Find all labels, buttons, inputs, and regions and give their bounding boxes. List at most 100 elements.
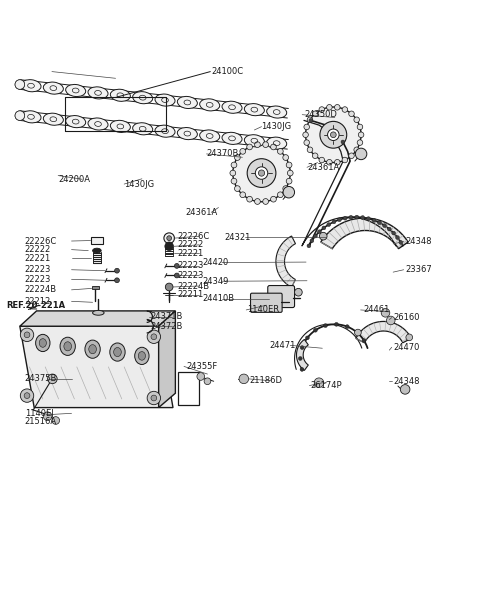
Circle shape <box>52 416 60 424</box>
Circle shape <box>247 144 252 150</box>
Circle shape <box>355 215 359 219</box>
Circle shape <box>15 111 24 120</box>
Circle shape <box>326 159 332 165</box>
Circle shape <box>358 132 364 137</box>
Circle shape <box>239 374 249 384</box>
Ellipse shape <box>222 132 242 145</box>
Circle shape <box>235 155 240 161</box>
Circle shape <box>309 118 313 123</box>
Text: 22222: 22222 <box>178 240 204 249</box>
Polygon shape <box>276 236 296 287</box>
Text: 24371B: 24371B <box>151 312 183 321</box>
Circle shape <box>295 289 302 296</box>
Circle shape <box>147 392 160 405</box>
Text: 24200A: 24200A <box>58 175 90 184</box>
Circle shape <box>277 192 283 198</box>
Circle shape <box>307 117 313 123</box>
Text: 24375B: 24375B <box>24 374 57 383</box>
Text: 24100C: 24100C <box>211 67 243 76</box>
Circle shape <box>355 329 361 336</box>
Ellipse shape <box>135 347 149 365</box>
Circle shape <box>307 147 313 152</box>
Circle shape <box>392 231 396 235</box>
Ellipse shape <box>177 96 197 108</box>
Ellipse shape <box>132 92 153 104</box>
Circle shape <box>354 147 360 152</box>
Circle shape <box>307 244 311 248</box>
Circle shape <box>20 328 34 342</box>
Ellipse shape <box>155 94 175 106</box>
Text: 1430JG: 1430JG <box>124 180 154 189</box>
Ellipse shape <box>244 104 264 115</box>
Ellipse shape <box>60 337 75 355</box>
Circle shape <box>283 155 288 161</box>
Text: 24372B: 24372B <box>151 322 183 331</box>
Ellipse shape <box>21 111 41 123</box>
FancyBboxPatch shape <box>251 293 282 312</box>
Circle shape <box>349 111 354 117</box>
Circle shape <box>387 227 391 231</box>
Circle shape <box>342 107 348 112</box>
Circle shape <box>174 273 179 278</box>
Circle shape <box>406 334 413 341</box>
Ellipse shape <box>110 89 131 101</box>
Circle shape <box>233 145 290 202</box>
Text: 22226C: 22226C <box>178 231 210 241</box>
Text: 22223: 22223 <box>178 261 204 270</box>
Circle shape <box>247 196 252 202</box>
Ellipse shape <box>114 347 121 356</box>
Circle shape <box>383 224 386 227</box>
Text: 24471: 24471 <box>270 341 296 350</box>
Circle shape <box>320 121 347 148</box>
Circle shape <box>24 393 30 399</box>
Text: 22211: 22211 <box>178 290 204 299</box>
Text: 22223: 22223 <box>24 265 51 274</box>
Text: 22221: 22221 <box>178 249 204 258</box>
Circle shape <box>15 111 24 120</box>
Ellipse shape <box>110 343 125 361</box>
Circle shape <box>231 178 237 184</box>
Circle shape <box>378 221 382 225</box>
Text: 24321: 24321 <box>225 233 251 242</box>
Ellipse shape <box>66 84 86 96</box>
Ellipse shape <box>85 340 100 358</box>
Ellipse shape <box>267 137 287 149</box>
Text: 22222: 22222 <box>24 245 51 254</box>
Ellipse shape <box>64 342 72 351</box>
Circle shape <box>381 309 390 317</box>
Circle shape <box>341 140 345 144</box>
Text: 22221: 22221 <box>24 253 51 263</box>
Circle shape <box>277 149 283 154</box>
Ellipse shape <box>110 120 131 133</box>
Circle shape <box>319 107 324 112</box>
Ellipse shape <box>39 339 47 347</box>
Polygon shape <box>20 326 173 408</box>
Circle shape <box>286 178 292 184</box>
Circle shape <box>48 374 57 384</box>
Circle shape <box>306 107 361 162</box>
Ellipse shape <box>132 123 153 135</box>
Circle shape <box>386 316 395 325</box>
Text: 24349: 24349 <box>203 277 229 286</box>
Circle shape <box>396 236 399 239</box>
Circle shape <box>327 129 339 140</box>
Circle shape <box>330 132 336 137</box>
Circle shape <box>342 157 348 163</box>
Circle shape <box>327 223 331 227</box>
Ellipse shape <box>43 82 63 94</box>
Circle shape <box>343 216 347 220</box>
Circle shape <box>283 186 288 192</box>
Circle shape <box>271 144 276 150</box>
Circle shape <box>288 170 293 176</box>
Circle shape <box>326 105 332 110</box>
Ellipse shape <box>138 352 145 360</box>
Circle shape <box>147 330 160 343</box>
Circle shape <box>354 117 360 123</box>
Text: 26174P: 26174P <box>311 381 342 390</box>
Circle shape <box>361 215 365 220</box>
Text: 22223: 22223 <box>24 275 51 284</box>
Circle shape <box>165 242 173 250</box>
Circle shape <box>303 132 308 137</box>
Text: 24348: 24348 <box>393 377 420 386</box>
Ellipse shape <box>88 118 108 130</box>
